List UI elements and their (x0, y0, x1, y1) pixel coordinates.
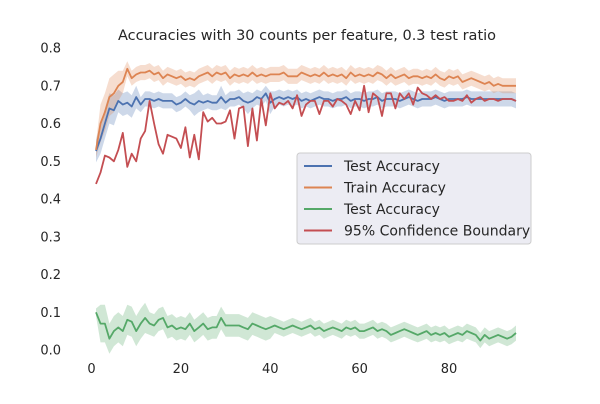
series-line-2 (95, 311, 517, 342)
series-line-1 (95, 67, 516, 151)
x-tick-label: 60 (351, 362, 368, 377)
x-tick-labels: 0 20 40 60 80 (87, 362, 457, 377)
y-tick-label: 0.1 (40, 306, 61, 321)
y-tick-label: 0.2 (40, 268, 61, 283)
y-tick-label: 0.0 (40, 344, 61, 359)
x-tick-label: 20 (173, 362, 190, 377)
y-tick-label: 0.7 (40, 79, 61, 94)
chart-title: Accuracies with 30 counts per feature, 0… (118, 28, 496, 44)
legend-label: Test Accuracy (343, 159, 440, 175)
x-tick-label: 80 (441, 362, 458, 377)
y-tick-label: 0.3 (40, 230, 61, 245)
legend: Test Accuracy Train Accuracy Test Accuracy… (296, 152, 532, 245)
series-lines (95, 67, 517, 342)
x-tick-label: 0 (87, 362, 95, 377)
y-tick-label: 0.4 (40, 193, 61, 208)
legend-label: 95% Confidence Boundary (344, 224, 530, 240)
series-line-3 (95, 84, 517, 185)
y-tick-label: 0.6 (40, 117, 61, 132)
legend-label: Test Accuracy (343, 202, 440, 218)
x-tick-label: 40 (262, 362, 279, 377)
legend-box (296, 152, 532, 245)
y-tick-labels: 0.0 0.1 0.2 0.3 0.4 0.5 0.6 0.7 0.8 (40, 42, 61, 359)
y-tick-label: 0.8 (40, 42, 61, 57)
series-line-0 (95, 92, 517, 152)
y-tick-label: 0.5 (40, 155, 61, 170)
legend-label: Train Accuracy (343, 181, 446, 197)
series-band-0 (96, 85, 516, 163)
series-band-1 (96, 61, 516, 158)
